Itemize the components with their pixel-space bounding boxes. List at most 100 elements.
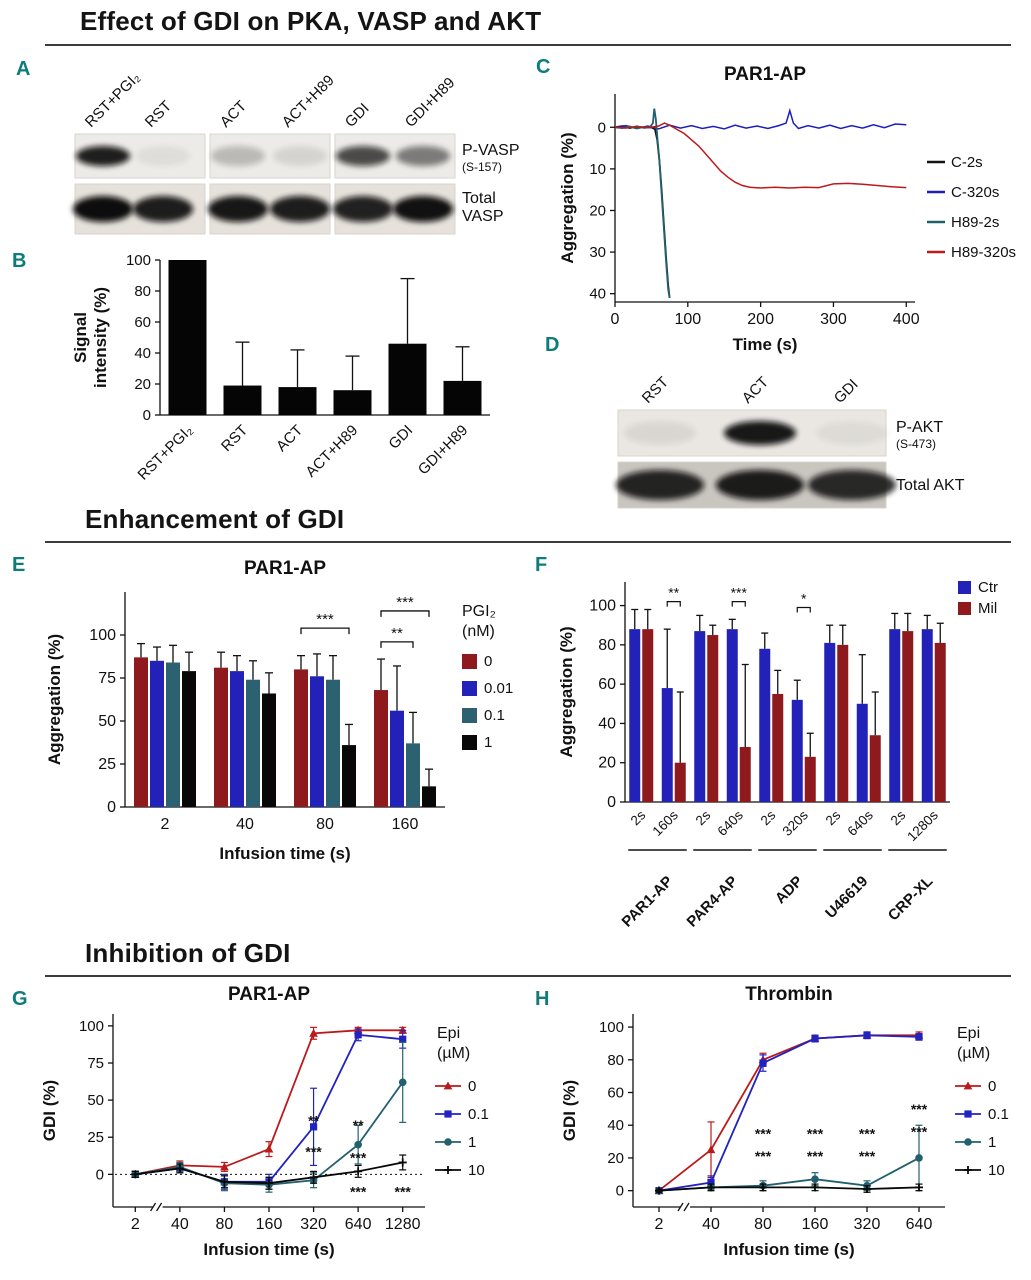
svg-text:10: 10 [589, 161, 606, 178]
svg-text:0: 0 [607, 794, 616, 811]
svg-text:(S-157): (S-157) [462, 160, 502, 174]
svg-text:ADP: ADP [772, 873, 806, 907]
svg-text:20: 20 [134, 376, 151, 393]
svg-text:PAR1-AP: PAR1-AP [724, 64, 806, 85]
svg-text:0.1: 0.1 [468, 1106, 489, 1123]
svg-text:2: 2 [131, 1216, 140, 1233]
svg-text:20: 20 [598, 755, 616, 772]
svg-text:400: 400 [893, 311, 920, 328]
panel-label-e: E [12, 554, 26, 576]
svg-text:**: ** [353, 1117, 364, 1133]
section-title-effect: Effect of GDI on PKA, VASP and AKT [80, 6, 542, 36]
section-title-enhancement: Enhancement of GDI [85, 504, 345, 534]
svg-text:80: 80 [134, 283, 151, 300]
svg-text:100: 100 [674, 311, 701, 328]
svg-text:RST: RST [218, 422, 251, 455]
svg-text:Time (s): Time (s) [733, 335, 798, 354]
svg-text:PGI₂: PGI₂ [462, 603, 496, 620]
svg-text:60: 60 [134, 314, 151, 331]
section-title-inhibition: Inhibition of GDI [85, 938, 291, 968]
svg-text:GDI: GDI [342, 100, 373, 131]
svg-text:U46619: U46619 [822, 873, 871, 922]
panel-label-a: A [16, 58, 31, 80]
svg-text:RST: RST [639, 374, 672, 407]
svg-text:640s: 640s [715, 807, 746, 838]
svg-text:***: *** [396, 594, 414, 611]
svg-text:(µM): (µM) [437, 1045, 470, 1062]
svg-text:ACT+H89: ACT+H89 [279, 72, 338, 131]
svg-text:100: 100 [79, 1018, 104, 1035]
svg-text:200: 200 [747, 311, 774, 328]
svg-text:75: 75 [87, 1055, 104, 1072]
svg-text:***: *** [859, 1148, 876, 1164]
svg-text:ACT: ACT [739, 374, 772, 407]
svg-text:160: 160 [256, 1216, 283, 1233]
svg-text:0: 0 [611, 311, 620, 328]
svg-text:75: 75 [98, 670, 116, 687]
panel-label-d: D [545, 334, 560, 356]
svg-text:Aggregation (%): Aggregation (%) [558, 132, 577, 263]
svg-text:320: 320 [300, 1216, 327, 1233]
svg-text:CRP-XL: CRP-XL [885, 873, 937, 925]
svg-text:***: *** [305, 1144, 322, 1160]
panel-d-western-blot: RST ACT GDI P-AKT(S-473) Total AKT [616, 374, 965, 509]
svg-text:160s: 160s [650, 807, 681, 838]
svg-text:P-AKT: P-AKT [896, 419, 943, 436]
svg-text:320: 320 [854, 1216, 881, 1233]
svg-text:***: *** [395, 1184, 412, 1200]
svg-text:(µM): (µM) [957, 1045, 990, 1062]
svg-text:40: 40 [236, 816, 254, 833]
svg-text:***: *** [911, 1101, 928, 1117]
svg-text:1280: 1280 [385, 1216, 421, 1233]
svg-text:10: 10 [468, 1162, 485, 1179]
panel-label-c: C [536, 56, 551, 78]
svg-text:0: 0 [143, 407, 151, 424]
svg-text:*: * [801, 591, 807, 607]
svg-text:160: 160 [802, 1216, 829, 1233]
svg-text:***: *** [807, 1148, 824, 1164]
svg-text:100: 100 [599, 1019, 624, 1036]
svg-text:0: 0 [598, 119, 606, 136]
svg-text:40: 40 [702, 1216, 720, 1233]
svg-text:50: 50 [98, 713, 116, 730]
panel-e-grouped-bar-chart: 0 25 50 75 100 2 40 80 160 Infusion time (s) PAR1-… [45, 558, 513, 863]
panel-label-b: B [12, 250, 27, 272]
svg-text:Infusion time (s): Infusion time (s) [219, 844, 350, 863]
svg-text:Total AKT: Total AKT [896, 477, 965, 494]
svg-text:2s: 2s [628, 807, 649, 828]
svg-text:60: 60 [607, 1085, 624, 1102]
svg-text:25: 25 [87, 1129, 104, 1146]
section-divider-2 [45, 541, 1011, 543]
svg-text:H89-320s: H89-320s [951, 244, 1016, 261]
svg-text:100: 100 [89, 627, 116, 644]
svg-text:20: 20 [589, 202, 606, 219]
svg-text:25: 25 [98, 756, 116, 773]
svg-text:2s: 2s [823, 807, 844, 828]
svg-text:RST: RST [142, 98, 175, 131]
svg-text:Epi: Epi [957, 1025, 980, 1042]
svg-text:0.1: 0.1 [484, 707, 505, 724]
section-divider-3 [45, 975, 1011, 977]
panel-label-f: F [535, 554, 548, 576]
svg-text:160: 160 [392, 816, 419, 833]
svg-text:**: ** [668, 585, 679, 601]
svg-text:2s: 2s [888, 807, 909, 828]
svg-text:640: 640 [345, 1216, 372, 1233]
svg-text:2: 2 [655, 1216, 664, 1233]
svg-text:Ctr: Ctr [978, 579, 998, 596]
svg-text:Total: Total [462, 190, 496, 207]
svg-text:2s: 2s [758, 807, 779, 828]
svg-text:1: 1 [468, 1134, 476, 1151]
svg-text:Thrombin: Thrombin [745, 984, 833, 1005]
svg-text:RST+PGI₂: RST+PGI₂ [82, 69, 144, 131]
svg-text:***: *** [316, 611, 334, 628]
svg-text:RST+PGI₂: RST+PGI₂ [135, 422, 197, 484]
svg-text:PAR4-AP: PAR4-AP [684, 873, 742, 931]
svg-text:40: 40 [171, 1216, 189, 1233]
svg-text:640s: 640s [845, 807, 876, 838]
svg-text:Infusion time (s): Infusion time (s) [723, 1240, 854, 1259]
